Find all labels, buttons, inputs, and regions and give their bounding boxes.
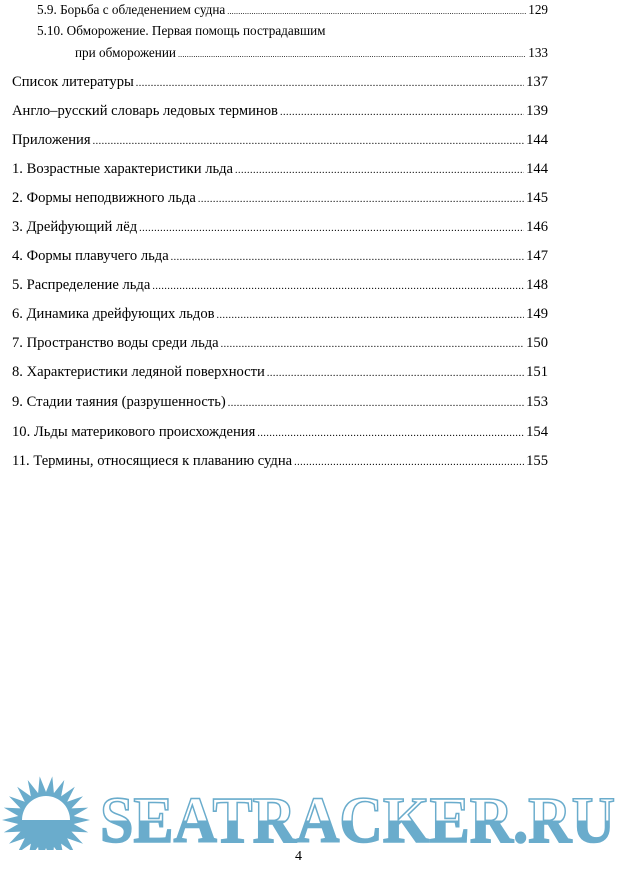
toc-entry-page: 139 — [526, 103, 548, 119]
dot-leader — [93, 133, 525, 151]
dot-leader — [136, 75, 524, 93]
dot-leader — [152, 278, 524, 296]
toc-entry-title-continuation: при обморожении — [75, 45, 176, 60]
toc-entry-title: 3. Дрейфующий лёд — [12, 219, 138, 235]
dot-leader — [217, 307, 525, 325]
toc-entry[interactable]: 1. Возрастные характеристики льда 144 — [0, 160, 548, 180]
toc-entry-page: 133 — [528, 45, 548, 60]
toc-entry-page: 150 — [526, 335, 548, 351]
toc-entry[interactable]: Приложения 144 — [0, 131, 548, 151]
toc-entry-title: 6. Динамика дрейфующих льдов — [12, 306, 215, 322]
toc-entry[interactable]: 11. Термины, относящиеся к плаванию судн… — [0, 452, 548, 472]
watermark-text: SEATRACKER.RU — [100, 784, 615, 850]
page-number: 4 — [295, 849, 302, 864]
toc-entry-page: 148 — [526, 277, 548, 293]
toc-entry[interactable]: при обморожении 133 — [0, 44, 548, 64]
toc-entry-page: 154 — [526, 424, 548, 440]
toc-entry[interactable]: 2. Формы неподвижного льда 145 — [0, 189, 548, 209]
toc-entry-title: 11. Термины, относящиеся к плаванию судн… — [12, 453, 293, 469]
toc-entry-title: Приложения — [12, 132, 91, 148]
dot-leader — [294, 454, 524, 472]
toc-entry[interactable]: 4. Формы плавучего льда 147 — [0, 247, 548, 267]
dot-leader — [221, 336, 524, 354]
toc-entry-title: 1. Возрастные характеристики льда — [12, 161, 234, 177]
toc-entry[interactable]: 5. Распределение льда 148 — [0, 276, 548, 296]
toc-entry[interactable]: 6. Динамика дрейфующих льдов 149 — [0, 305, 548, 325]
toc-entry-title: 9. Стадии таяния (разрушенность) — [12, 394, 226, 410]
dot-leader — [227, 3, 526, 21]
dot-leader — [198, 191, 524, 209]
toc-entry[interactable]: 5.9. Борьба с обледенением судна 129 — [0, 1, 548, 21]
toc-entry[interactable]: Англо–русский словарь ледовых терминов 13… — [0, 102, 548, 122]
toc-entry[interactable]: 7. Пространство воды среди льда 150 — [0, 334, 548, 354]
dot-leader — [139, 220, 524, 238]
dot-leader — [228, 395, 524, 413]
toc-entry-page: 151 — [526, 364, 548, 380]
toc-entry-title: 2. Формы неподвижного льда — [12, 190, 196, 206]
dot-leader — [280, 104, 524, 122]
toc-entry-page: 146 — [526, 219, 548, 235]
toc-entry-page: 144 — [526, 132, 548, 148]
toc-entry-title: 8. Характеристики ледяной поверхности — [12, 364, 265, 380]
toc-entry-title: 7. Пространство воды среди льда — [12, 335, 219, 351]
toc-entry[interactable]: 10. Льды материкового происхождения 154 — [0, 423, 548, 443]
toc-entry-page: 153 — [526, 394, 548, 410]
toc-entry-title[interactable]: 5.10. Обморожение. Первая помощь пострад… — [37, 23, 326, 38]
toc-entry-page: 147 — [526, 248, 548, 264]
toc-entry-page: 129 — [528, 2, 548, 17]
dot-leader — [257, 425, 524, 443]
dot-leader — [171, 249, 524, 267]
seatracker-watermark: SEATRACKER.RU — [2, 776, 616, 850]
toc-entry-page: 149 — [526, 306, 548, 322]
toc-entry[interactable]: 3. Дрейфующий лёд 146 — [0, 218, 548, 238]
dot-leader — [267, 365, 524, 383]
toc-entry-title: 5.9. Борьба с обледенением судна — [37, 2, 226, 17]
dot-leader — [178, 46, 526, 64]
toc-entry[interactable]: 9. Стадии таяния (разрушенность) 153 — [0, 393, 548, 413]
toc-entry-title: Англо–русский словарь ледовых терминов — [12, 103, 278, 119]
toc-entry-title: 5. Распределение льда — [12, 277, 151, 293]
toc-entry[interactable]: Список литературы 137 — [0, 73, 548, 93]
toc-entry-page: 145 — [526, 190, 548, 206]
sun-over-sea-icon — [2, 776, 90, 850]
toc-entry-title: 4. Формы плавучего льда — [12, 248, 169, 264]
toc-entry-page: 155 — [526, 453, 548, 469]
dot-leader — [235, 162, 524, 180]
toc-entry-title: 10. Льды материкового происхождения — [12, 424, 256, 440]
toc-entry-title: Список литературы — [12, 74, 134, 90]
toc-entry-page: 137 — [526, 74, 548, 90]
toc-entry-page: 144 — [526, 161, 548, 177]
toc-entry[interactable]: 8. Характеристики ледяной поверхности 151 — [0, 363, 548, 383]
